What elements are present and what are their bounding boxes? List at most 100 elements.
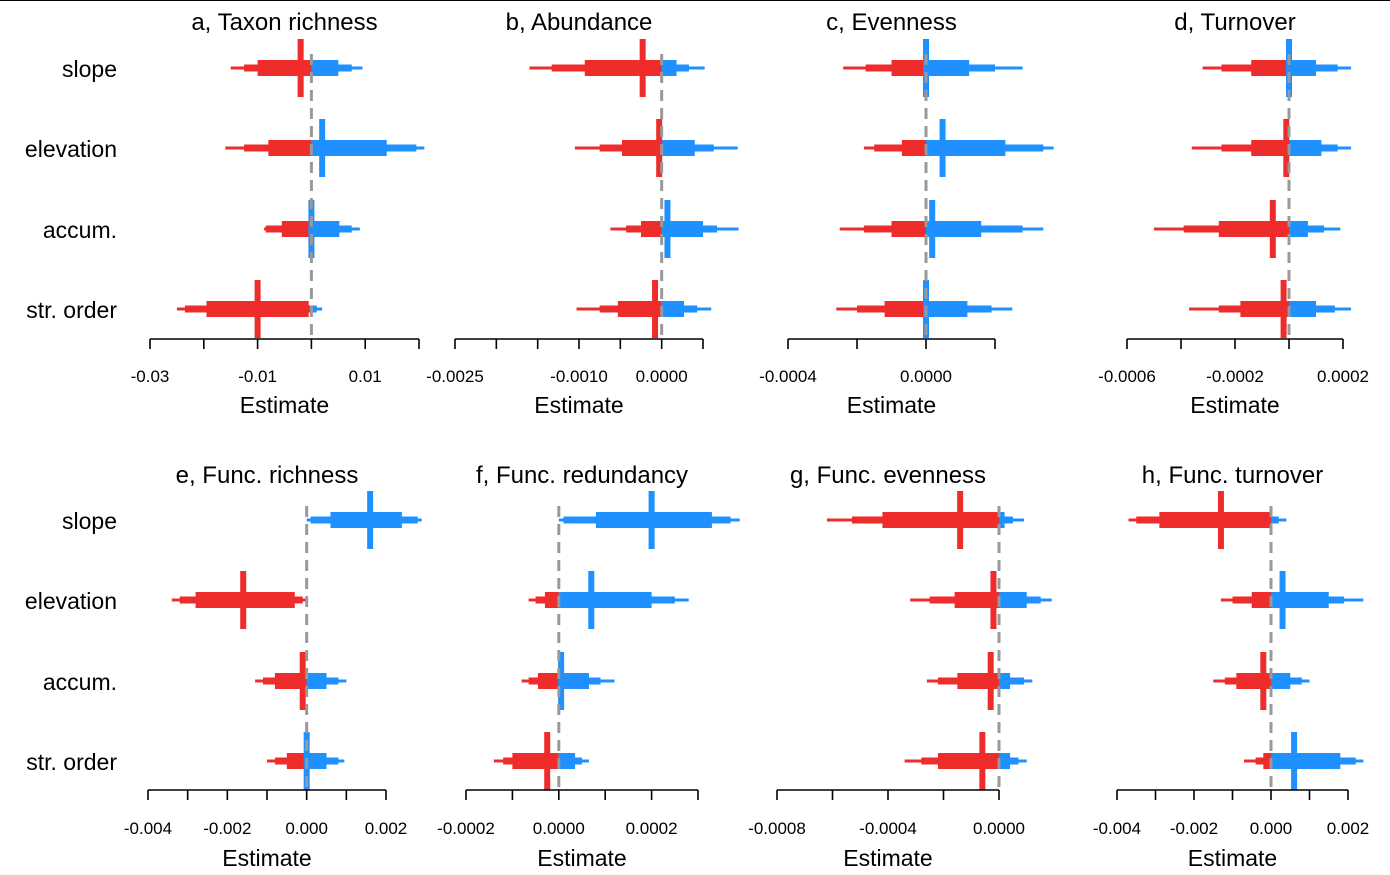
row-label: elevation <box>25 136 117 162</box>
interval-50-negative <box>274 673 307 689</box>
median-marker <box>987 652 994 710</box>
median-marker <box>648 491 655 549</box>
panel-title: h, Func. turnover <box>1142 462 1323 489</box>
interval-50-negative <box>954 592 999 608</box>
row-label: slope <box>62 508 117 534</box>
estimate-elevation <box>1191 119 1352 177</box>
median-marker <box>939 119 946 177</box>
interval-50-positive <box>926 301 968 317</box>
interval-50-positive <box>558 673 589 689</box>
interval-50-positive <box>999 592 1027 608</box>
interval-50-positive <box>999 512 1005 528</box>
row-label: accum. <box>43 217 117 243</box>
interval-50-positive <box>1289 140 1322 156</box>
tick-label: -0.004 <box>124 819 172 838</box>
x-axis-label: Estimate <box>1190 392 1279 418</box>
median-marker <box>990 571 997 629</box>
tick-label: -0.0004 <box>859 819 917 838</box>
interval-50-positive <box>1289 221 1308 237</box>
interval-50-positive <box>926 140 1006 156</box>
tick-label: 0.000 <box>1250 819 1293 838</box>
median-marker <box>297 39 304 97</box>
interval-50-positive <box>311 60 339 76</box>
median-marker <box>957 491 964 549</box>
tick-label: -0.0002 <box>1206 367 1264 386</box>
x-axis-label: Estimate <box>222 845 311 871</box>
tick-label: 0.002 <box>365 819 408 838</box>
estimate-strorder <box>576 280 712 338</box>
x-axis: -0.03 -0.01 0.01 Estimate <box>131 338 420 418</box>
x-axis-label: Estimate <box>1188 845 1277 871</box>
median-marker <box>1217 491 1224 549</box>
panel-title: f, Func. redundancy <box>476 462 688 489</box>
median-marker <box>923 39 929 97</box>
interval-50-negative <box>641 221 662 237</box>
interval-50-negative <box>891 60 926 76</box>
interval-80-positive <box>311 305 317 313</box>
tick-label: -0.0010 <box>550 367 608 386</box>
interval-50-negative <box>882 512 999 528</box>
median-marker <box>367 491 374 549</box>
estimate-strorder <box>1189 280 1352 338</box>
panel-3: c, Evenness -0.0004 0.0000 Estimate <box>759 9 1054 418</box>
tick-label: -0.0025 <box>426 367 484 386</box>
median-marker <box>588 571 595 629</box>
estimate-slope <box>1128 491 1287 549</box>
panel-2: b, Abundance -0.0025 -0.0010 0.0000 Estimate <box>426 9 739 418</box>
estimate-strorder <box>904 732 1027 790</box>
tick-label: -0.0006 <box>1098 367 1156 386</box>
median-marker <box>929 200 936 258</box>
interval-50-positive <box>306 673 327 689</box>
estimate-slope <box>230 39 363 97</box>
tick-label: -0.0004 <box>759 367 817 386</box>
interval-50-positive <box>1289 60 1316 76</box>
top-border <box>0 0 1390 1</box>
row-label: elevation <box>25 588 117 614</box>
estimate-accum <box>610 200 739 258</box>
interval-50-negative <box>901 140 926 156</box>
panels: a, Taxon richness-0.03 -0.01 0.01Estimateb… <box>124 9 1369 871</box>
tick-label: 0.0000 <box>900 367 952 386</box>
panel-4: d, Turnover -0.0006 -0.0002 0.0002 Estimate <box>1098 9 1369 418</box>
median-marker <box>240 571 247 629</box>
tick-label: 0.0002 <box>626 819 678 838</box>
interval-50-negative <box>1240 301 1289 317</box>
x-axis-label: Estimate <box>240 392 329 418</box>
interval-50-negative <box>1251 592 1271 608</box>
median-marker <box>1279 571 1286 629</box>
interval-50-positive <box>661 221 703 237</box>
interval-80-positive <box>999 516 1013 524</box>
tick-label: 0.01 <box>349 367 382 386</box>
tick-label: 0.0002 <box>1317 367 1369 386</box>
x-axis: -0.0006 -0.0002 0.0002 Estimate <box>1098 338 1369 418</box>
tick-label: 0.0000 <box>533 819 585 838</box>
x-axis: -0.0004 0.0000 Estimate <box>759 338 996 418</box>
estimate-accum <box>1213 652 1310 710</box>
panel-title: e, Func. richness <box>176 462 359 489</box>
estimate-strorder <box>493 732 589 790</box>
row-labels-bottom: slope elevation accum. str. order <box>25 508 117 775</box>
estimate-strorder <box>1244 732 1364 790</box>
interval-50-positive <box>1289 301 1316 317</box>
estimate-elevation <box>171 571 307 629</box>
panel-title: b, Abundance <box>506 9 653 36</box>
median-marker <box>254 280 261 338</box>
interval-50-negative <box>1218 221 1289 237</box>
interval-50-negative <box>512 753 559 769</box>
interval-50-negative <box>286 753 307 769</box>
estimate-strorder <box>836 280 1013 338</box>
median-marker <box>1283 119 1290 177</box>
interval-50-negative <box>544 592 559 608</box>
interval-80-positive <box>1271 516 1279 524</box>
interval-50-negative <box>884 301 926 317</box>
median-marker <box>1286 39 1292 97</box>
panel-7: g, Func. evenness -0.0008 -0.0004 0.0000 Est… <box>748 462 1052 871</box>
estimate-elevation <box>528 571 689 629</box>
estimate-accum <box>264 200 360 258</box>
interval-50-negative <box>1251 140 1289 156</box>
tick-label: -0.01 <box>238 367 277 386</box>
tick-label: -0.004 <box>1093 819 1141 838</box>
median-marker <box>1291 732 1298 790</box>
